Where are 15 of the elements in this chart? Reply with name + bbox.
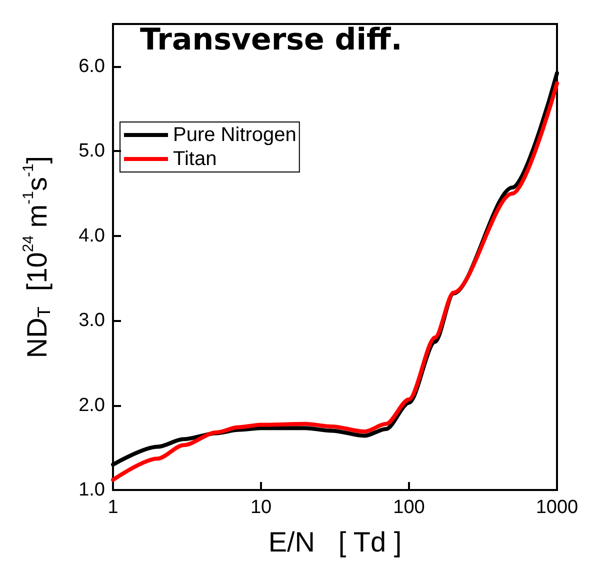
y-tick-label: 1.0: [78, 480, 105, 500]
x-tick-label: 100: [393, 497, 425, 518]
y-tick-label: 3.0: [78, 310, 105, 332]
y-tick-label: 6.0: [78, 56, 105, 77]
x-tick-label: 1: [108, 497, 118, 518]
legend-label: Titan: [173, 148, 217, 170]
chart-title: Transverse diff.: [140, 22, 402, 58]
y-tick-label: 2.0: [78, 394, 105, 416]
y-tick-label: 5.0: [78, 140, 105, 162]
x-axis-title: E/N [ Td ]: [268, 526, 402, 558]
y-tick-label: 4.0: [78, 225, 105, 246]
legend-label: Pure Nitrogen: [173, 124, 296, 146]
text: NDT [1024 m-1s-1]: [20, 156, 54, 358]
x-tick-label: 1000: [536, 497, 578, 518]
x-tick-label: 10: [250, 497, 272, 518]
